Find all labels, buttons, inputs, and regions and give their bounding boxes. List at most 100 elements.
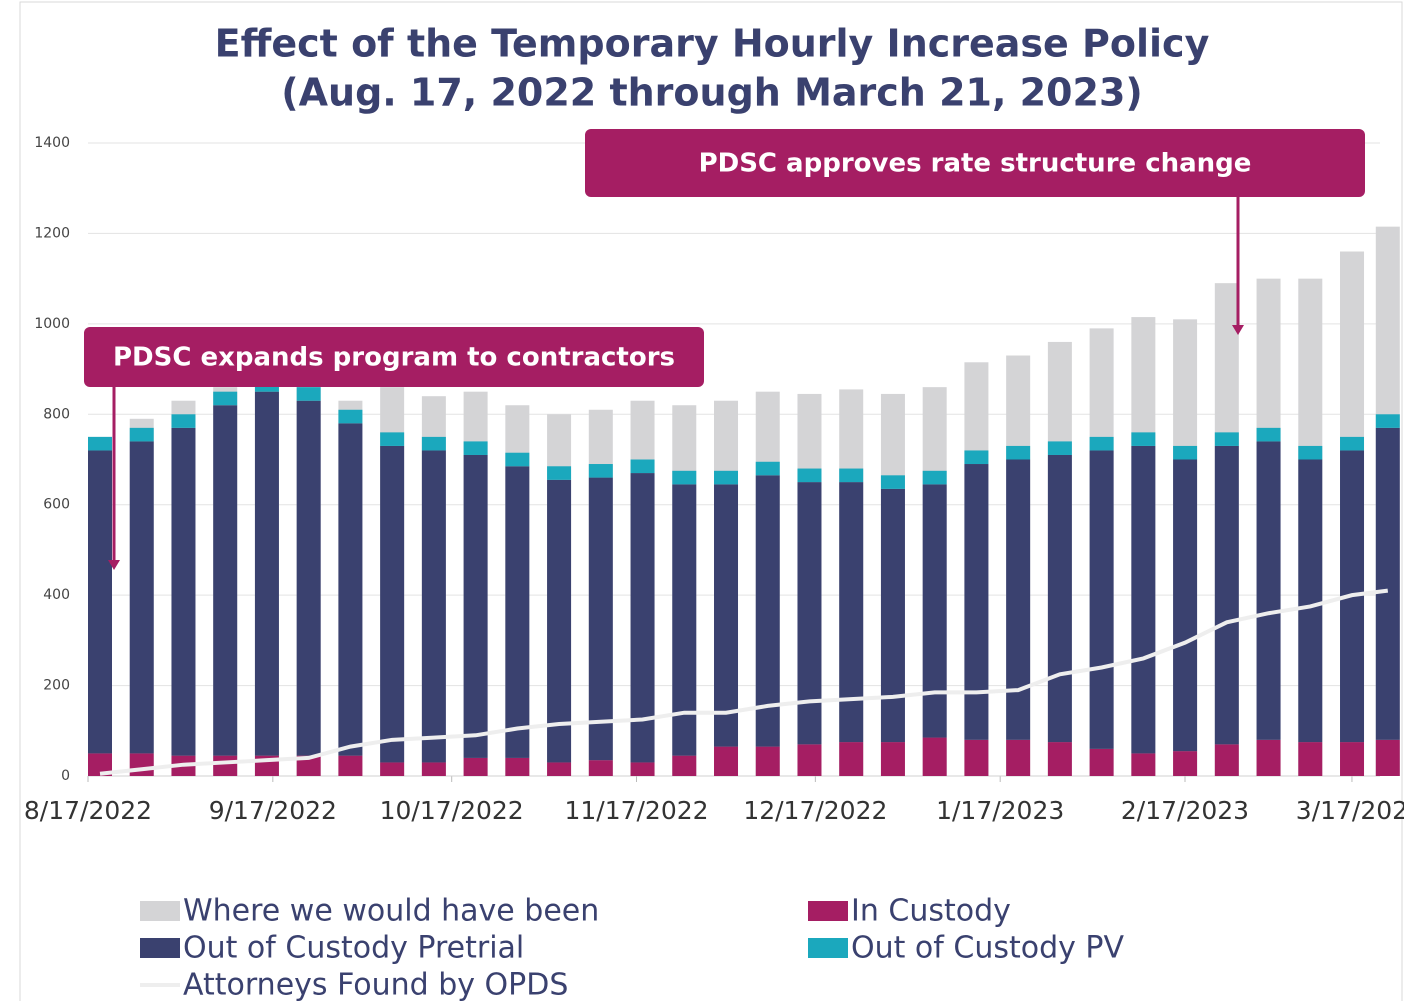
stack-bar — [839, 482, 864, 743]
stack-bar — [797, 744, 822, 776]
callout-text: PDSC approves rate structure change — [699, 149, 1252, 179]
stack-bar — [964, 739, 989, 776]
stack-bar — [129, 753, 154, 776]
legend-swatch — [808, 901, 848, 921]
y-tick-label: 1400 — [34, 135, 70, 151]
stack-bar — [1214, 744, 1239, 776]
stack-bar — [1298, 459, 1323, 743]
callout-box — [585, 129, 1365, 197]
stack-bar — [213, 405, 238, 756]
stack-bar — [1256, 441, 1281, 740]
stack-bar — [505, 757, 530, 776]
stack-bar — [171, 414, 196, 428]
stack-bar — [1006, 445, 1031, 460]
stack-bar — [1006, 459, 1031, 740]
chart-title: Effect of the Temporary Hourly Increase … — [215, 22, 1210, 66]
stack-bar — [1298, 445, 1323, 460]
stack-bar — [1256, 427, 1281, 442]
stack-bar — [1214, 432, 1239, 446]
stack-bar — [338, 409, 363, 424]
stack-bar — [1375, 414, 1400, 428]
stack-bar — [1375, 739, 1400, 776]
y-tick-label: 600 — [43, 497, 70, 513]
x-tick-label: 12/17/2022 — [743, 796, 887, 825]
stack-bar — [672, 484, 697, 756]
legend-label: Where we would have been — [183, 894, 599, 929]
stack-bar — [254, 391, 279, 756]
y-tick-label: 200 — [43, 678, 70, 694]
stack-bar — [1256, 739, 1281, 776]
stack-bar — [1131, 753, 1156, 776]
stack-bar — [171, 427, 196, 756]
x-tick-label: 8/17/2022 — [24, 796, 152, 825]
stack-bar — [213, 391, 238, 406]
x-tick-label: 10/17/2022 — [380, 796, 524, 825]
legend-swatch — [808, 938, 848, 958]
stack-bar — [129, 441, 154, 754]
stack-bar — [1298, 742, 1323, 776]
callout-arrowhead — [1232, 325, 1244, 335]
legend-label: Out of Custody Pretrial — [183, 931, 524, 966]
x-tick-label: 1/17/2023 — [936, 796, 1064, 825]
stack-bar — [630, 762, 655, 776]
stack-bar — [672, 470, 697, 485]
stack-bar — [714, 484, 739, 747]
stack-bar — [755, 746, 780, 776]
stack-bar — [588, 477, 613, 761]
legend-label: Out of Custody PV — [851, 931, 1125, 966]
stack-bar — [1131, 432, 1156, 446]
stack-bar — [547, 466, 572, 480]
y-tick-label: 0 — [61, 768, 70, 784]
stack-bar — [1173, 445, 1198, 460]
stack-bar — [1047, 454, 1072, 743]
stack-bar — [714, 746, 739, 776]
stack-bar — [338, 755, 363, 776]
stack-bar — [129, 427, 154, 442]
stack-bar — [1006, 739, 1031, 776]
stack-bar — [1089, 748, 1114, 776]
stack-bar — [880, 488, 905, 743]
callout-arrowhead — [108, 560, 120, 570]
stack-bar — [1214, 445, 1239, 745]
stack-bar — [588, 760, 613, 776]
legend-swatch — [140, 938, 180, 958]
y-tick-label: 400 — [43, 587, 70, 603]
stack-bar — [1340, 742, 1365, 776]
chart-subtitle: (Aug. 17, 2022 through March 21, 2023) — [281, 71, 1143, 115]
callout-box — [84, 327, 704, 387]
stack-bar — [421, 436, 446, 451]
stack-bar — [463, 441, 488, 455]
stack-bar — [1047, 742, 1072, 776]
x-tick-label: 3/17/202 — [1296, 796, 1404, 825]
stack-bar — [505, 452, 530, 467]
stack-bar — [1089, 450, 1114, 749]
stack-bar — [1340, 436, 1365, 451]
stack-bar — [964, 450, 989, 465]
stack-bar — [755, 461, 780, 476]
attorneys-line — [99, 588, 1389, 776]
stack-bar — [880, 742, 905, 776]
stack-bar — [1047, 441, 1072, 455]
stack-bar — [1173, 751, 1198, 776]
stack-bar — [380, 762, 405, 776]
stack-bar — [630, 473, 655, 763]
stack-bar — [88, 436, 112, 451]
stack-bar — [296, 387, 321, 401]
stack-bar — [88, 753, 112, 776]
legend-label: Attorneys Found by OPDS — [183, 968, 568, 1001]
stack-bar — [922, 737, 947, 776]
stack-bar — [213, 755, 238, 776]
stack-bar — [463, 454, 488, 758]
stack-bar — [296, 400, 321, 756]
stack-bar — [380, 432, 405, 446]
y-tick-label: 1000 — [34, 316, 70, 332]
x-tick-label: 11/17/2022 — [564, 796, 708, 825]
stack-bar — [547, 479, 572, 763]
stack-bar — [922, 470, 947, 485]
stack-bar — [755, 475, 780, 747]
stack-bar — [421, 762, 446, 776]
stack-bar — [672, 755, 697, 776]
y-tick-label: 800 — [43, 406, 70, 422]
stack-bar — [547, 762, 572, 776]
